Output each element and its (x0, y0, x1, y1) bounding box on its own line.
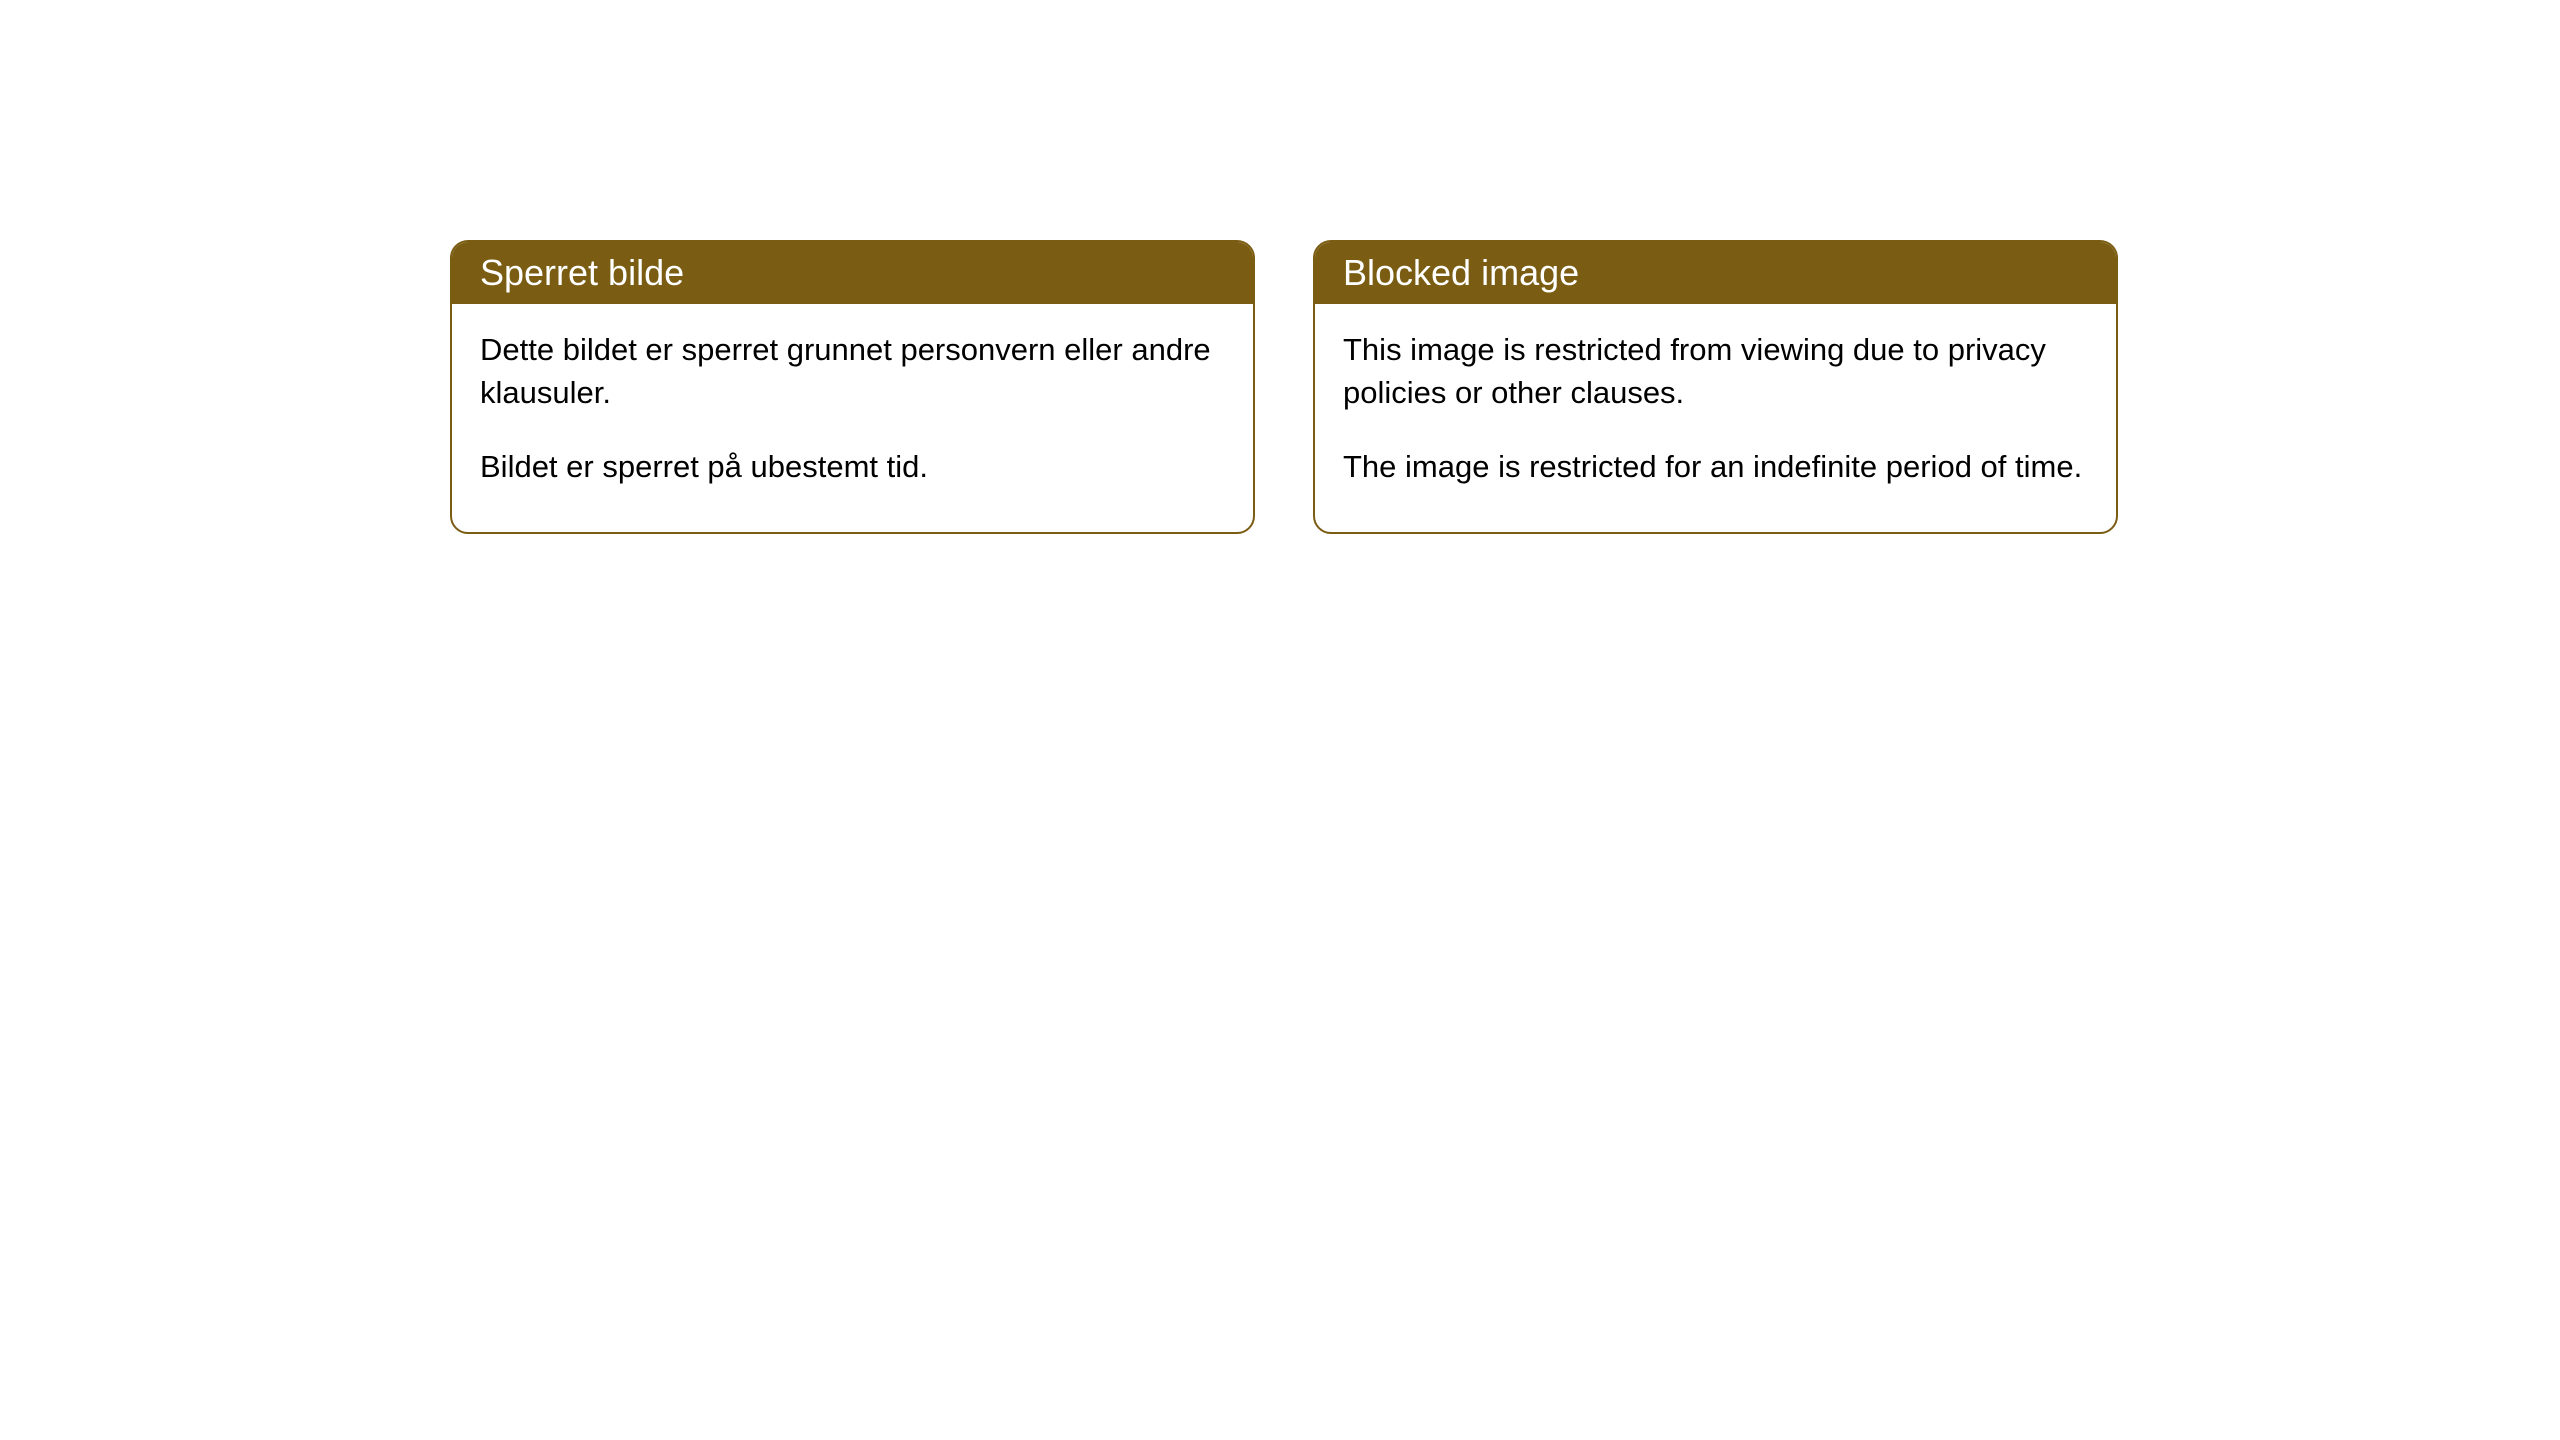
card-paragraph-2-norwegian: Bildet er sperret på ubestemt tid. (480, 445, 1225, 488)
card-body-norwegian: Dette bildet er sperret grunnet personve… (452, 304, 1253, 532)
card-body-english: This image is restricted from viewing du… (1315, 304, 2116, 532)
card-paragraph-2-english: The image is restricted for an indefinit… (1343, 445, 2088, 488)
card-header-norwegian: Sperret bilde (452, 242, 1253, 304)
card-header-english: Blocked image (1315, 242, 2116, 304)
card-title-norwegian: Sperret bilde (480, 252, 684, 293)
card-english: Blocked image This image is restricted f… (1313, 240, 2118, 534)
card-norwegian: Sperret bilde Dette bildet er sperret gr… (450, 240, 1255, 534)
card-paragraph-1-english: This image is restricted from viewing du… (1343, 328, 2088, 415)
card-paragraph-1-norwegian: Dette bildet er sperret grunnet personve… (480, 328, 1225, 415)
card-title-english: Blocked image (1343, 252, 1579, 293)
cards-container: Sperret bilde Dette bildet er sperret gr… (450, 240, 2118, 534)
